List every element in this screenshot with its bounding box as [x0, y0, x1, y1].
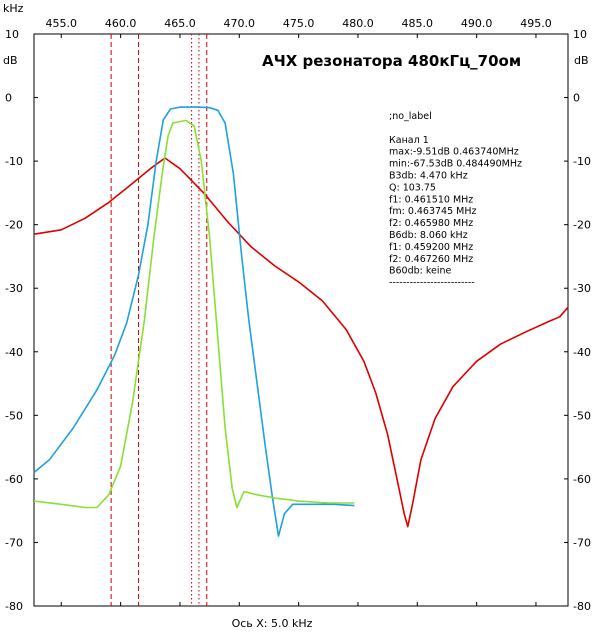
x-axis-label: Ось X: 5.0 kHz	[232, 617, 313, 630]
y-tick-label-left: -10	[5, 155, 23, 168]
y-tick-label-right: -10	[573, 155, 591, 168]
x-tick-label: 460.0	[105, 17, 137, 30]
y-tick-label-right: -50	[573, 409, 591, 422]
x-tick-label: 465.0	[164, 17, 196, 30]
y-tick-label-right: -60	[573, 473, 591, 486]
y-tick-label-left: 10	[5, 28, 19, 41]
info-line: f1: 0.459200 MHz	[389, 242, 473, 253]
y-tick-label-right: 10	[573, 28, 587, 41]
info-line: fm: 0.463745 MHz	[389, 206, 477, 217]
y-unit-label-right: dB	[574, 54, 589, 67]
info-line: Q: 103.75	[389, 182, 436, 193]
y-tick-label-right: -40	[573, 346, 591, 359]
info-line: min:-67.53dB 0.484490MHz	[389, 159, 522, 170]
series-line-0	[33, 157, 569, 528]
info-line: B6db: 8.060 kHz	[389, 230, 468, 241]
x-unit-label: kHz	[3, 2, 24, 15]
info-line: B60db: keine	[389, 266, 452, 277]
x-axis-top-ticks: 455.0 460.0 465.0 470.0 475.0 480.0 485.0 490.0…	[46, 17, 552, 38]
plot-area	[33, 33, 569, 607]
series-line-2	[33, 119, 355, 509]
series-line-1	[33, 106, 355, 537]
x-tick-label: 480.0	[342, 17, 374, 30]
info-line: f2: 0.465980 MHz	[389, 218, 473, 229]
y-tick-label-right: -70	[573, 536, 591, 549]
y-tick-label-right: 0	[573, 92, 580, 105]
info-line: ;no_label	[389, 111, 432, 122]
series-lines	[33, 106, 569, 537]
chart-title: АЧХ резонатора 480кГц_70ом	[262, 52, 521, 70]
x-tick-label: 495.0	[520, 17, 552, 30]
info-line: -------------------------	[389, 278, 475, 289]
y-tick-label-left: -60	[5, 473, 23, 486]
y-axis-left-ticks: 10 0 -10 -20 -30 -40 -50 -60 -70 -80	[5, 28, 38, 613]
x-tick-label: 455.0	[46, 17, 78, 30]
marker-lines	[110, 34, 208, 606]
y-tick-label-left: -80	[5, 600, 23, 613]
y-tick-label-left: -40	[5, 346, 23, 359]
info-line: Канал 1	[389, 135, 429, 146]
x-tick-label: 490.0	[461, 17, 493, 30]
y-tick-label-left: -20	[5, 219, 23, 232]
y-tick-label-right: -80	[573, 600, 591, 613]
y-tick-label-right: -20	[573, 219, 591, 232]
x-tick-label: 475.0	[283, 17, 315, 30]
x-tick-label: 485.0	[402, 17, 434, 30]
y-tick-label-right: -30	[573, 282, 591, 295]
info-line: f1: 0.461510 MHz	[389, 194, 473, 205]
info-line: B3db: 4.470 kHz	[389, 171, 468, 182]
y-axis-right-ticks: 10 0 -10 -20 -30 -40 -50 -60 -70 -80	[564, 28, 591, 613]
info-line: f2: 0.467260 MHz	[389, 254, 473, 265]
x-axis-bottom-ticks	[60, 602, 537, 606]
y-unit-label-left: dB	[3, 54, 18, 67]
x-tick-label: 470.0	[224, 17, 256, 30]
y-tick-label-left: -30	[5, 282, 23, 295]
info-line: max:-9.51dB 0.463740MHz	[389, 147, 519, 158]
y-tick-label-left: 0	[5, 92, 12, 105]
y-tick-label-left: -50	[5, 409, 23, 422]
y-tick-label-left: -70	[5, 536, 23, 549]
